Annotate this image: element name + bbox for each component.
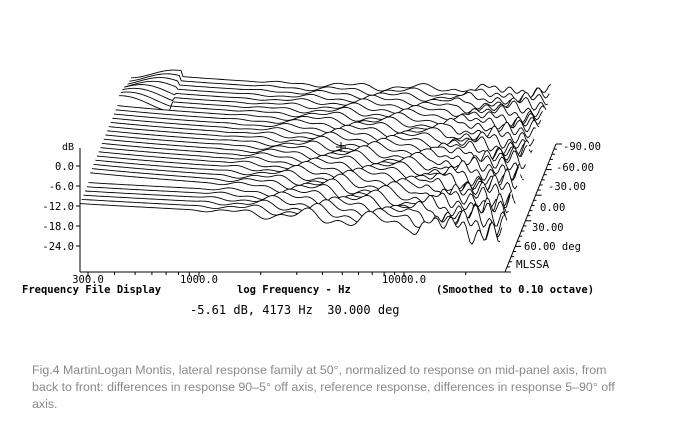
depth-label-4: 30.00 [532,222,564,234]
response-curve [117,105,538,136]
y-axis-label: dB [62,142,74,153]
smoothing-note: (Smoothed to 0.10 octave) [436,284,594,296]
response-curve [129,73,550,103]
depth-label-2: -30.00 [548,181,586,193]
software-label: MLSSA [516,258,549,271]
cursor-marker [336,142,346,152]
x-axis-label: log Frequency - Hz [237,284,351,296]
x-tick-label-2: 10000.0 [382,274,426,286]
response-curve [95,159,516,204]
response-curve [113,113,535,147]
y-tick-label-4: -24.0 [42,241,74,253]
figure-caption: Fig.4 MartinLogan Montis, lateral respon… [32,363,615,411]
y-tick-label-3: -18.0 [42,221,74,233]
y-tick-label-2: -12.0 [42,201,74,213]
chart-title: Frequency File Display [22,284,162,296]
response-curve [96,155,518,192]
response-curve [130,69,552,99]
depth-label-3: 0.00 [540,202,565,214]
response-curve [108,126,530,161]
response-curve [119,95,540,130]
depth-label-0: -90.00 [563,141,601,153]
x-tick-label-0: 300.0 [72,274,104,286]
response-curve [127,77,548,106]
response-curve [79,203,501,246]
response-curve [90,172,511,218]
x-tick-label-1: 1000.0 [180,274,218,286]
response-curve [122,87,543,123]
depth-label-5: 60.00 deg [524,241,581,253]
y-tick-label-0: 0.0 [55,161,74,173]
y-tick-label-1: -6.0 [49,181,74,193]
response-curve [86,186,508,221]
response-curve [88,182,509,221]
response-curve [107,130,528,165]
response-curves [79,69,552,276]
cursor-readout: -5.61 dB, 4173 Hz 30.000 deg [190,303,400,317]
waterfall-chart: dB 0.0 -6.0 -12.0 -18.0 -24.0 300.0 1000… [22,69,601,317]
x-axis-ticks [87,272,467,277]
depth-label-1: -60.00 [556,162,594,174]
depth-axis [504,143,557,273]
response-curve [98,151,520,190]
response-curve [115,109,536,139]
response-curve [120,91,542,128]
response-curve [125,80,547,111]
response-curve [105,134,526,169]
depth-axis-ticks [505,143,562,273]
